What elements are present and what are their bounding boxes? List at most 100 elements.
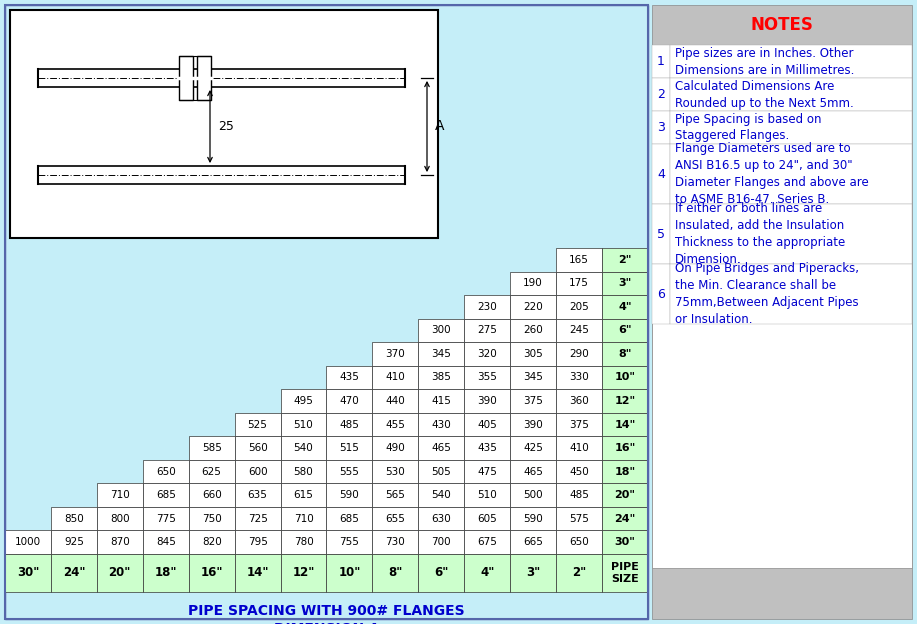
Bar: [326, 530, 372, 554]
Bar: [418, 319, 464, 342]
Bar: [97, 530, 143, 554]
Bar: [556, 484, 602, 507]
Bar: [189, 484, 235, 507]
Text: 580: 580: [293, 467, 314, 477]
Bar: [372, 436, 418, 460]
Text: 1000: 1000: [15, 537, 41, 547]
Text: 775: 775: [156, 514, 176, 524]
Bar: [602, 366, 648, 389]
Text: 12": 12": [614, 396, 635, 406]
Text: 430: 430: [431, 419, 451, 429]
Text: 24": 24": [614, 514, 635, 524]
Text: 410: 410: [385, 373, 405, 383]
Text: 485: 485: [339, 419, 359, 429]
Text: Pipe Spacing is based on
Staggered Flanges.: Pipe Spacing is based on Staggered Flang…: [675, 112, 822, 142]
Bar: [602, 530, 648, 554]
Bar: [189, 436, 235, 460]
Bar: [670, 111, 912, 144]
Bar: [510, 412, 556, 436]
Text: 500: 500: [524, 490, 543, 500]
Text: 20": 20": [614, 490, 635, 500]
Bar: [189, 554, 235, 592]
Text: 3": 3": [526, 567, 540, 580]
Bar: [670, 45, 912, 78]
Text: Pipe sizes are in Inches. Other
Dimensions are in Millimetres.: Pipe sizes are in Inches. Other Dimensio…: [675, 47, 855, 77]
Bar: [510, 366, 556, 389]
Bar: [5, 554, 51, 592]
Bar: [556, 271, 602, 295]
Text: 18": 18": [614, 467, 635, 477]
Bar: [464, 366, 510, 389]
Text: 425: 425: [524, 443, 543, 453]
Bar: [281, 389, 326, 412]
Text: 685: 685: [156, 490, 176, 500]
Bar: [464, 530, 510, 554]
Text: 565: 565: [385, 490, 405, 500]
Text: 850: 850: [64, 514, 83, 524]
Text: 590: 590: [524, 514, 543, 524]
Text: 2": 2": [572, 567, 586, 580]
Bar: [602, 342, 648, 366]
Bar: [372, 460, 418, 484]
Bar: [372, 554, 418, 592]
Bar: [372, 484, 418, 507]
Text: 275: 275: [477, 325, 497, 335]
Text: 300: 300: [432, 325, 451, 335]
Bar: [510, 319, 556, 342]
Bar: [418, 436, 464, 460]
Text: 4": 4": [618, 302, 632, 312]
Bar: [510, 342, 556, 366]
Text: 685: 685: [339, 514, 359, 524]
Text: 560: 560: [248, 443, 268, 453]
Bar: [179, 56, 193, 100]
Bar: [556, 366, 602, 389]
Bar: [5, 5, 648, 619]
Text: 355: 355: [477, 373, 497, 383]
Bar: [97, 484, 143, 507]
Bar: [10, 10, 438, 238]
Text: 440: 440: [385, 396, 405, 406]
Text: 375: 375: [524, 396, 543, 406]
Text: 700: 700: [432, 537, 451, 547]
Text: Calculated Dimensions Are
Rounded up to the Next 5mm.: Calculated Dimensions Are Rounded up to …: [675, 79, 854, 109]
Bar: [189, 460, 235, 484]
Text: 625: 625: [202, 467, 222, 477]
Text: 730: 730: [385, 537, 405, 547]
Text: 245: 245: [569, 325, 589, 335]
Bar: [510, 507, 556, 530]
Text: 415: 415: [431, 396, 451, 406]
Bar: [464, 295, 510, 319]
Text: 16": 16": [201, 567, 223, 580]
Bar: [464, 412, 510, 436]
Text: 475: 475: [477, 467, 497, 477]
Bar: [556, 507, 602, 530]
Bar: [464, 554, 510, 592]
Bar: [652, 45, 670, 78]
Bar: [372, 342, 418, 366]
Bar: [556, 412, 602, 436]
Text: 4: 4: [657, 167, 665, 180]
Bar: [51, 530, 97, 554]
Bar: [602, 436, 648, 460]
Text: 305: 305: [524, 349, 543, 359]
Text: 820: 820: [202, 537, 222, 547]
Bar: [197, 56, 211, 100]
Text: 585: 585: [202, 443, 222, 453]
Text: PIPE SPACING WITH 900# FLANGES: PIPE SPACING WITH 900# FLANGES: [188, 604, 465, 618]
Text: 6": 6": [618, 325, 632, 335]
Bar: [326, 389, 372, 412]
Text: 845: 845: [156, 537, 176, 547]
Bar: [326, 412, 372, 436]
Bar: [143, 554, 189, 592]
Bar: [235, 507, 281, 530]
Bar: [510, 554, 556, 592]
Text: 175: 175: [569, 278, 589, 288]
Bar: [556, 319, 602, 342]
Bar: [281, 484, 326, 507]
Bar: [670, 144, 912, 204]
Text: 330: 330: [569, 373, 589, 383]
Text: 540: 540: [431, 490, 451, 500]
Bar: [418, 366, 464, 389]
Bar: [418, 412, 464, 436]
Text: 660: 660: [202, 490, 222, 500]
